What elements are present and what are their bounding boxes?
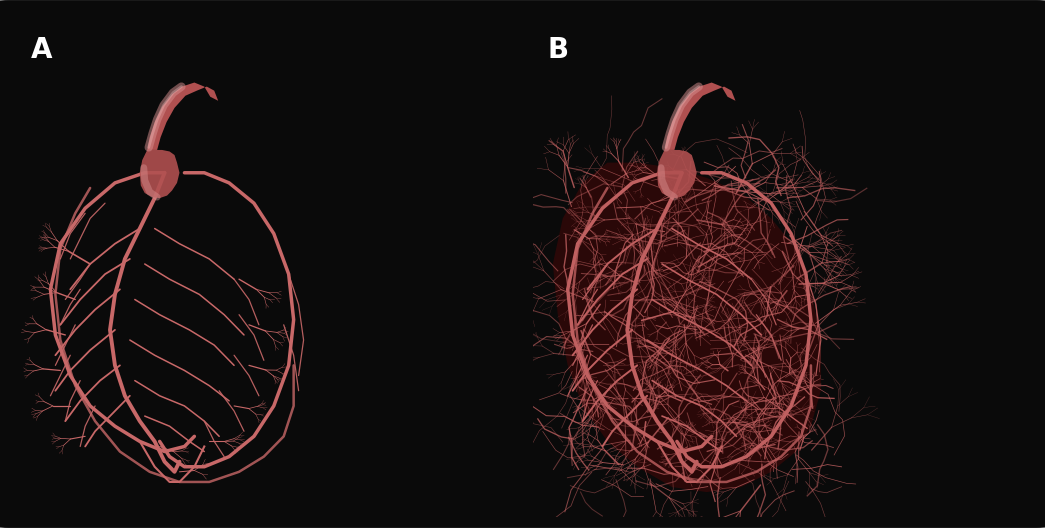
- Polygon shape: [147, 82, 218, 150]
- Text: A: A: [30, 36, 52, 64]
- Text: B: B: [548, 36, 568, 64]
- Polygon shape: [140, 150, 180, 198]
- Polygon shape: [665, 82, 736, 150]
- Polygon shape: [657, 150, 697, 198]
- Polygon shape: [553, 163, 821, 492]
